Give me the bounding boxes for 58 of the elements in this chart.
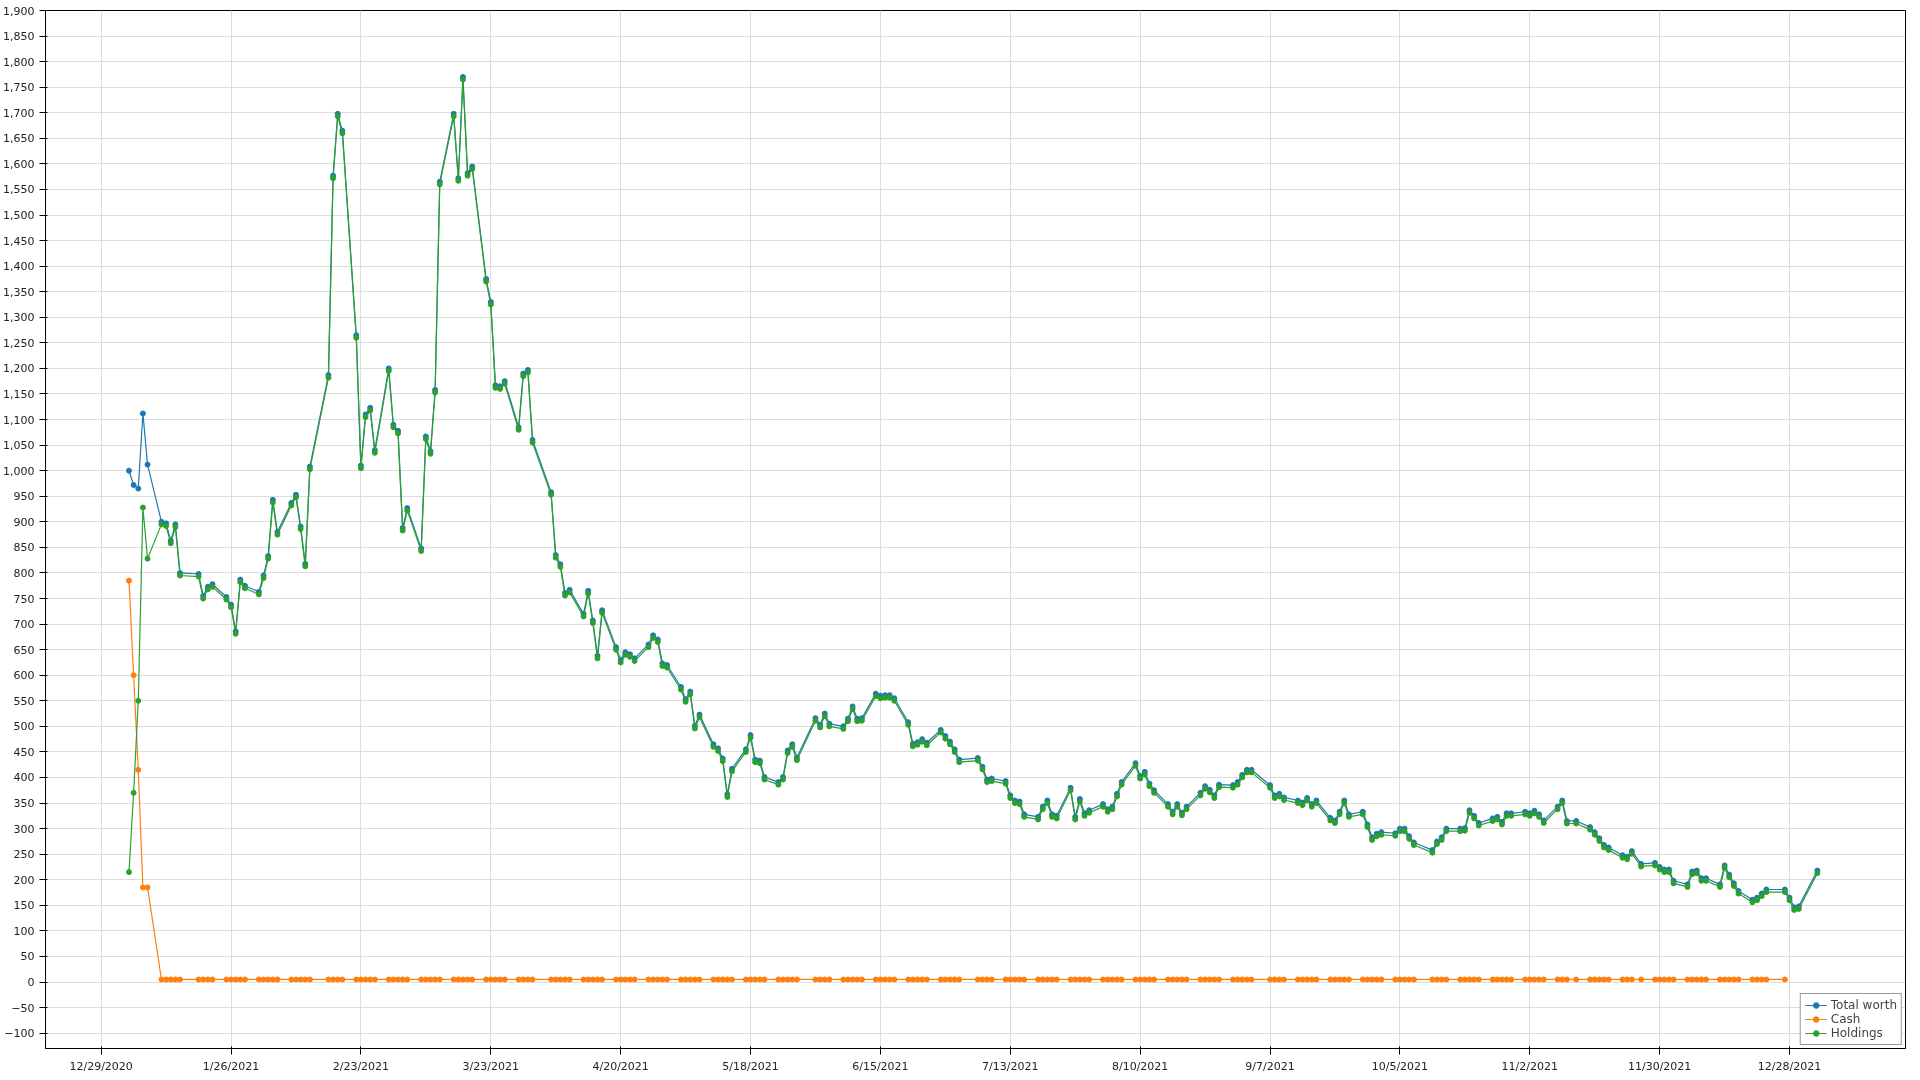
y-tick-label: 400 bbox=[13, 771, 35, 785]
y-tick-label: 550 bbox=[13, 694, 35, 708]
y-tick-label: 150 bbox=[13, 899, 35, 913]
y-tick-label: 1,350 bbox=[3, 285, 35, 299]
y-tick-label: 850 bbox=[13, 541, 35, 555]
x-tick-label: 9/7/2021 bbox=[1245, 1059, 1295, 1073]
y-tick-label: 700 bbox=[13, 618, 35, 632]
y-tick-label: 1,850 bbox=[3, 30, 35, 44]
x-tick-label: 8/10/2021 bbox=[1111, 1059, 1169, 1073]
y-tick-label: 1,600 bbox=[3, 157, 35, 171]
y-tick-label: 1,900 bbox=[3, 4, 35, 18]
y-tick-label: 1,650 bbox=[3, 132, 35, 146]
y-tick-label: 50 bbox=[20, 950, 35, 964]
y-tick-label: −100 bbox=[4, 1027, 35, 1041]
x-tick-label: 5/18/2021 bbox=[722, 1059, 779, 1073]
y-tick-label: 1,550 bbox=[3, 183, 35, 197]
y-tick-label: 300 bbox=[13, 822, 35, 836]
y-tick-label: 800 bbox=[13, 566, 35, 580]
y-tick-label: 1,200 bbox=[3, 362, 35, 376]
y-tick-label: 0 bbox=[27, 976, 35, 990]
y-tick-label: 650 bbox=[13, 643, 35, 657]
y-tick-label: 1,700 bbox=[3, 106, 35, 120]
x-tick-label: 6/15/2021 bbox=[852, 1059, 909, 1073]
y-tick-label: 950 bbox=[13, 490, 35, 504]
y-tick-label: 1,500 bbox=[3, 209, 35, 223]
x-tick-label: 12/29/2020 bbox=[69, 1059, 133, 1073]
y-tick-label: 1,300 bbox=[3, 311, 35, 325]
y-tick-label: 100 bbox=[13, 924, 35, 938]
x-tick-label: 3/23/2021 bbox=[462, 1059, 519, 1073]
y-tick-label: 1,750 bbox=[3, 81, 35, 95]
y-tick-label: 750 bbox=[13, 592, 35, 606]
y-tick-label: 1,250 bbox=[3, 336, 35, 350]
x-tick-label: 7/13/2021 bbox=[982, 1059, 1039, 1073]
y-tick-label: 1,050 bbox=[3, 439, 35, 453]
legend-label: Holdings bbox=[1830, 1026, 1883, 1040]
x-tick-label: 10/5/2021 bbox=[1371, 1059, 1429, 1073]
x-tick-label: 12/28/2021 bbox=[1757, 1059, 1822, 1073]
y-tick-label: 1,800 bbox=[3, 55, 35, 69]
y-tick-label: 450 bbox=[13, 745, 35, 759]
y-tick-label: 1,400 bbox=[3, 260, 35, 274]
y-tick-label: 1,100 bbox=[3, 413, 35, 427]
y-tick-label: 350 bbox=[13, 797, 35, 811]
legend-label: Cash bbox=[1830, 1012, 1861, 1026]
y-tick-label: −50 bbox=[11, 1001, 35, 1015]
y-tick-label: 500 bbox=[13, 720, 35, 734]
legend-label: Total worth bbox=[1830, 998, 1897, 1012]
y-tick-label: 1,150 bbox=[3, 388, 35, 401]
x-tick-label: 1/26/2021 bbox=[202, 1059, 260, 1073]
y-tick-label: 900 bbox=[13, 515, 35, 529]
y-tick-label: 250 bbox=[13, 848, 35, 862]
y-tick-label: 600 bbox=[13, 669, 35, 683]
y-tick-label: 200 bbox=[13, 873, 35, 887]
y-tick-label: 1,450 bbox=[3, 234, 35, 248]
x-tick-label: 2/23/2021 bbox=[332, 1059, 390, 1073]
x-tick-label: 11/2/2021 bbox=[1501, 1059, 1558, 1073]
y-tick-label: 1,000 bbox=[3, 464, 35, 478]
x-tick-label: 4/20/2021 bbox=[592, 1059, 649, 1073]
x-tick-label: 11/30/2021 bbox=[1627, 1059, 1692, 1073]
